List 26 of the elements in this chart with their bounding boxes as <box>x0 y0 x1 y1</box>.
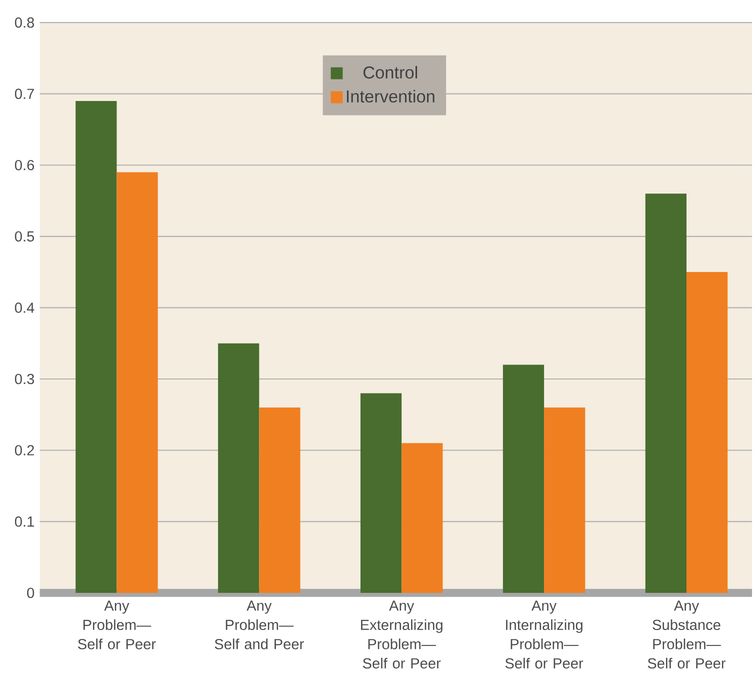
bar <box>686 272 728 593</box>
y-tick-label: 0.5 <box>14 231 34 242</box>
bar <box>502 364 544 593</box>
y-tick-label: 0.4 <box>14 302 34 313</box>
x-tick-label: Any Externalizing Problem— Self or Peer <box>361 600 442 668</box>
bar <box>218 343 260 593</box>
y-tick-label: 0.7 <box>14 88 34 99</box>
bar <box>360 393 402 593</box>
y-tick-label: 0 <box>27 588 34 598</box>
bar <box>259 407 300 593</box>
y-tick-label: 0.2 <box>14 444 34 456</box>
x-tick-label: Any Substance Problem— Self or Peer <box>648 600 726 668</box>
y-tick-label: 0.8 <box>14 17 34 28</box>
y-tick-label: 0.6 <box>14 160 34 170</box>
y-tick-label: 0.3 <box>14 374 34 384</box>
legend-label: Control <box>363 66 418 78</box>
bar <box>402 442 443 593</box>
x-tick-label: Any Problem— Self or Peer <box>78 600 156 650</box>
legend-label: Intervention <box>346 90 434 102</box>
x-tick-label: Any Internalizing Problem— Self or Peer <box>505 600 584 668</box>
y-tick-label: 0.1 <box>14 516 34 527</box>
bar <box>76 100 117 593</box>
bar <box>645 193 686 593</box>
x-tick-label: Any Problem— Self and Peer <box>214 600 304 650</box>
bar <box>544 407 586 593</box>
bar <box>116 172 158 593</box>
